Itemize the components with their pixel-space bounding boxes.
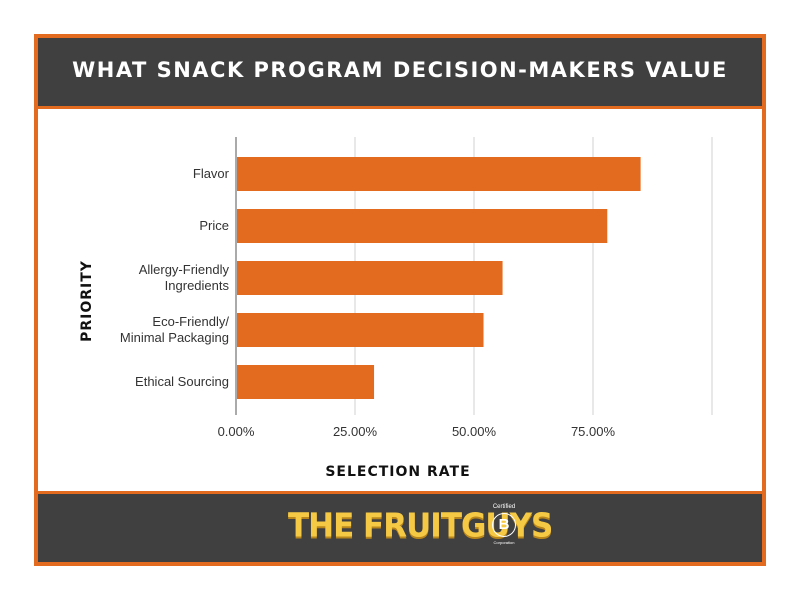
- category-labels: Flavor Price Allergy-Friendly Ingredients Ec…: [120, 166, 230, 389]
- bar: [237, 261, 503, 295]
- bar: [237, 157, 641, 191]
- chart-frame: WHAT SNACK PROGRAM DECISION-MAKERS VALUE…: [34, 34, 766, 566]
- footer-bar: THE FRUITGUYS Certified B Corporation: [38, 491, 762, 562]
- category-label: Eco-Friendly/Minimal Packaging: [120, 314, 229, 345]
- category-label: Flavor: [193, 166, 230, 181]
- y-axis-title: PRIORITY: [79, 260, 95, 342]
- header-bar: WHAT SNACK PROGRAM DECISION-MAKERS VALUE: [38, 38, 762, 109]
- bar: [237, 209, 608, 243]
- category-label: Allergy-Friendly Ingredients: [139, 262, 230, 293]
- badge-bottom-text: Corporation: [493, 540, 515, 545]
- bars: [237, 157, 641, 399]
- category-label: Ethical Sourcing: [135, 374, 229, 389]
- bar: [237, 365, 375, 399]
- badge-letter: B: [492, 513, 516, 537]
- x-tick-label: 50.00%: [452, 424, 497, 439]
- bar: [237, 313, 484, 347]
- x-tick-label: 25.00%: [333, 424, 378, 439]
- x-tick-label: 0.00%: [218, 424, 255, 439]
- chart-title: WHAT SNACK PROGRAM DECISION-MAKERS VALUE: [72, 58, 728, 82]
- tick-labels: 0.00% 25.00% 50.00% 75.00%: [218, 424, 616, 439]
- badge-top-text: Certified: [492, 504, 516, 510]
- b-corp-badge-icon: Certified B Corporation: [486, 504, 522, 550]
- x-tick-label: 75.00%: [571, 424, 616, 439]
- category-label: Price: [199, 218, 229, 233]
- x-axis-title: SELECTION RATE: [325, 464, 470, 480]
